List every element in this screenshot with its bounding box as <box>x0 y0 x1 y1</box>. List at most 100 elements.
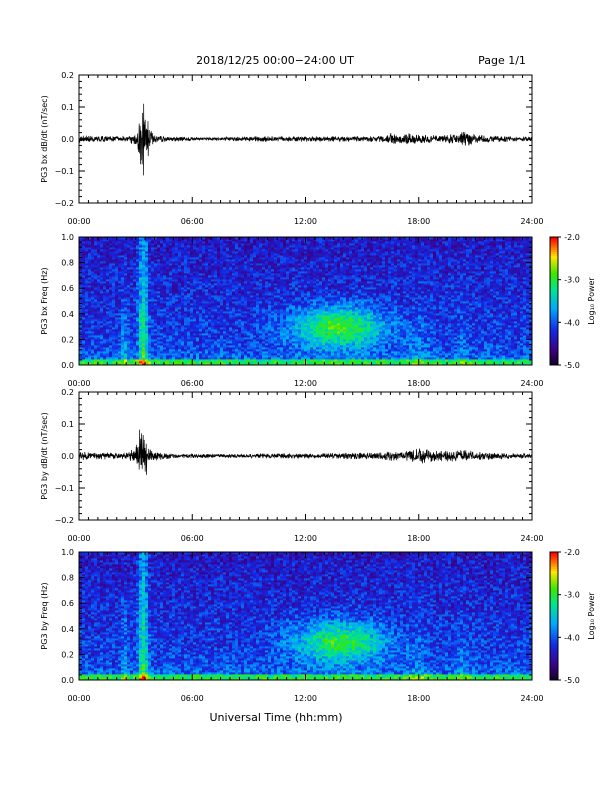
spectrogram-cell <box>118 321 122 324</box>
spectrogram-cell <box>181 283 185 286</box>
spectrogram-cell <box>196 249 200 252</box>
spectrogram-cell <box>112 303 116 306</box>
spectrogram-cell <box>208 333 212 336</box>
spectrogram-cell <box>118 309 122 312</box>
spectrogram-cell <box>115 287 119 290</box>
spectrogram-cell <box>97 333 101 336</box>
spectrogram-cell <box>130 261 134 264</box>
spectrogram-cell <box>196 321 200 324</box>
spectrogram-cell <box>151 275 155 278</box>
spectrogram-cell <box>124 269 128 272</box>
spectrogram-cell <box>196 293 200 296</box>
spectrogram-cell <box>118 347 122 350</box>
spectrogram-cell <box>103 287 107 290</box>
spectrogram-cell <box>106 355 110 358</box>
spectrogram-cell <box>160 241 164 244</box>
spectrogram-cell <box>148 251 152 254</box>
spectrogram-cell <box>118 339 122 342</box>
spectrogram-cell <box>118 263 122 266</box>
spectrogram-cell <box>205 361 209 364</box>
spectrogram-cell <box>91 311 95 314</box>
spectrogram-cell <box>196 277 200 280</box>
spectrogram-cell <box>181 273 185 276</box>
spectrogram-cell <box>190 307 194 310</box>
spectrogram-cell <box>88 283 92 286</box>
spectrogram-cell <box>181 307 185 310</box>
spectrogram-cell <box>133 309 137 312</box>
spectrogram-cell <box>199 255 203 258</box>
spectrogram-cell <box>148 285 152 288</box>
spectrogram-cell <box>118 327 122 330</box>
spectrogram-cell <box>88 249 92 252</box>
spectrogram-cell <box>127 263 131 266</box>
spectrogram-cell <box>190 269 194 272</box>
spectrogram-cell <box>172 277 176 280</box>
spectrogram-cell <box>130 349 134 352</box>
spectrogram-cell <box>130 309 134 312</box>
spectrogram-cell <box>178 259 182 262</box>
spectrogram-cell <box>106 265 110 268</box>
spectrogram-cell <box>109 353 113 356</box>
spectrogram-cell <box>199 285 203 288</box>
spectrogram-cell <box>178 269 182 272</box>
spectrogram-cell <box>127 279 131 282</box>
spectrogram-cell <box>142 343 146 346</box>
spectrogram-cell <box>187 331 191 334</box>
spectrogram-cell <box>82 275 86 278</box>
spectrogram-cell <box>100 239 104 242</box>
spectrogram-cell <box>91 339 95 342</box>
spectrogram-cell <box>127 347 131 350</box>
spectrogram-cell <box>205 277 209 280</box>
spectrogram-cell <box>115 325 119 328</box>
spectrogram-cell <box>148 359 152 362</box>
spectrogram-cell <box>202 273 206 276</box>
spectrogram-cell <box>157 297 161 300</box>
spectrogram-cell <box>112 329 116 332</box>
spectrogram-cell <box>142 269 146 272</box>
spectrogram-cell <box>154 343 158 346</box>
spectrogram-cell <box>181 249 185 252</box>
spectrogram-cell <box>130 265 134 268</box>
spectrogram-cell <box>103 239 107 242</box>
spectrogram-cell <box>205 283 209 286</box>
spectrogram-cell <box>82 257 86 260</box>
spectrogram-cell <box>163 245 167 248</box>
spectrogram-cell <box>202 269 206 272</box>
spectrogram-cell <box>196 345 200 348</box>
spectrogram-cell <box>148 323 152 326</box>
spectrogram-cell <box>169 253 173 256</box>
spectrogram-cell <box>178 245 182 248</box>
spectrogram-cell <box>124 321 128 324</box>
spectrogram-cell <box>178 271 182 274</box>
spectrogram-cell <box>187 301 191 304</box>
spectrogram-cell <box>154 269 158 272</box>
spectrogram-cell <box>193 337 197 340</box>
spectrogram-cell <box>139 307 143 310</box>
spectrogram-cell <box>136 353 140 356</box>
spectrogram-cell <box>130 319 134 322</box>
spectrogram-cell <box>160 317 164 320</box>
spectrogram-cell <box>166 243 170 246</box>
spectrogram-cell <box>88 267 92 270</box>
spectrogram-cell <box>196 287 200 290</box>
spectrogram-cell <box>103 261 107 264</box>
spectrogram-cell <box>115 359 119 362</box>
spectrogram-cell <box>178 287 182 290</box>
spectrogram-cell <box>100 363 104 366</box>
spectrogram-cell <box>160 351 164 354</box>
spectrogram-cell <box>151 283 155 286</box>
spectrogram-cell <box>175 267 179 270</box>
spectrogram-cell <box>85 311 89 314</box>
spectrogram-cell <box>202 321 206 324</box>
spectrogram-cell <box>154 281 158 284</box>
spectrogram-cell <box>157 329 161 332</box>
spectrogram-cell <box>85 249 89 252</box>
spectrogram-cell <box>121 265 125 268</box>
spectrogram-cell <box>115 331 119 334</box>
spectrogram-cell <box>127 351 131 354</box>
spectrogram-cell <box>169 339 173 342</box>
spectrogram-cell <box>94 267 98 270</box>
spectrogram-cell <box>211 359 215 362</box>
spectrogram-cell <box>112 301 116 304</box>
